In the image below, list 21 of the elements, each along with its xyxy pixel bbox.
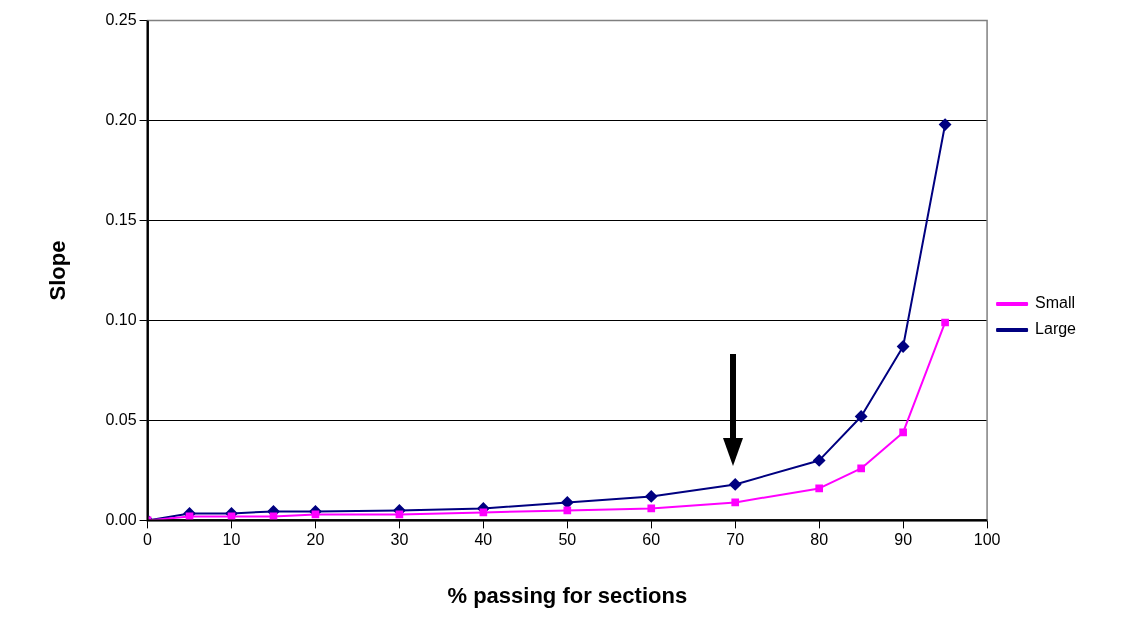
x-tick-label: 60	[642, 531, 661, 549]
x-tick-label: 50	[558, 531, 577, 549]
legend-label: Large	[1035, 320, 1077, 338]
x-tick-label: 10	[222, 531, 241, 549]
x-tick-label: 40	[474, 531, 493, 549]
x-tick-label: 80	[810, 531, 829, 549]
x-tick-label: 70	[726, 531, 745, 549]
x-tick-label: 0	[143, 531, 153, 549]
y-tick-label: 0.25	[105, 11, 137, 29]
y-tick-label: 0.20	[105, 110, 137, 128]
y-axis-title: Slope	[45, 240, 71, 301]
y-tick-label: 0.15	[105, 210, 137, 228]
y-tick-label: 0.05	[105, 410, 137, 428]
y-tick-label: 0.00	[105, 510, 137, 528]
x-axis-title: % passing for sections	[447, 582, 688, 608]
x-tick-label: 30	[390, 531, 409, 549]
x-tick-label: 100	[973, 531, 1001, 549]
legend-label: Small	[1035, 294, 1076, 312]
x-tick-label: 20	[306, 531, 325, 549]
y-tick-label: 0.10	[105, 310, 137, 328]
x-tick-label: 90	[894, 531, 913, 549]
